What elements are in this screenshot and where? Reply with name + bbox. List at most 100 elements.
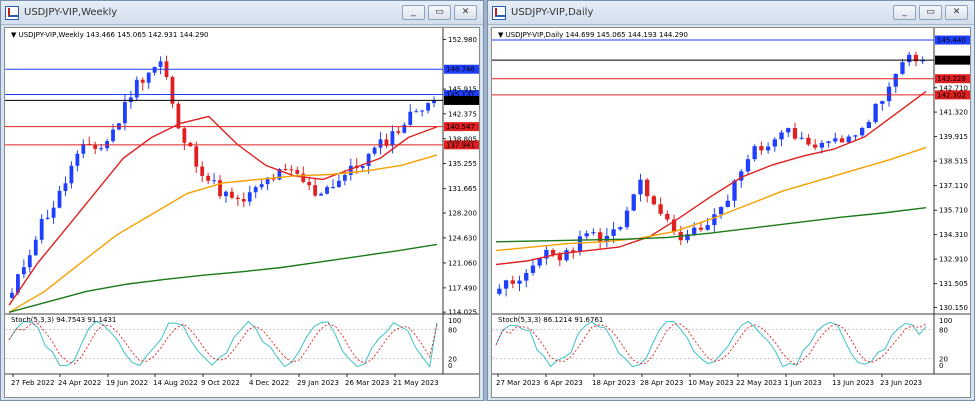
candle-body xyxy=(10,292,14,299)
candle-body xyxy=(372,147,377,154)
candle-body xyxy=(705,225,710,230)
candle-body xyxy=(544,250,549,259)
candle-body xyxy=(241,199,246,202)
restore-button[interactable]: ▭ xyxy=(428,5,451,20)
date-tick-label: 9 Oct 2022 xyxy=(201,379,240,387)
candle-body xyxy=(920,60,925,62)
stoch-label: Stoch(5,3,3) 86.1214 91.6761 xyxy=(498,316,603,324)
candle-body xyxy=(307,181,312,186)
candle-body xyxy=(360,165,365,168)
date-tick-label: 4 Dec 2022 xyxy=(249,379,289,387)
candle-body xyxy=(247,192,252,202)
candle-body xyxy=(158,61,163,67)
candle-body xyxy=(564,250,569,261)
price-tick-label: 135.255 xyxy=(448,160,477,168)
date-tick-label: 13 Jun 2023 xyxy=(832,379,874,387)
candle-body xyxy=(712,214,717,226)
date-tick-label: 10 May 2023 xyxy=(688,379,734,387)
candle-body xyxy=(913,54,919,62)
daily-titlebar[interactable]: USDJPY-VIP,Daily _ ▭ ✕ xyxy=(488,1,974,25)
candle-body xyxy=(277,169,282,180)
candle-body xyxy=(63,183,68,191)
candle-body xyxy=(27,255,32,268)
price-tick-label: 131.665 xyxy=(448,185,477,193)
candle-body xyxy=(530,265,536,273)
stoch-tick-label: 20 xyxy=(448,355,457,363)
price-tag-box xyxy=(444,95,479,105)
candle-body xyxy=(503,280,509,289)
daily-chart-area[interactable]: 145.440 144.290 143.228 142.302 142.710 141.3… xyxy=(491,27,971,398)
price-tag-box xyxy=(444,64,479,74)
date-tick-label: 28 Apr 2023 xyxy=(640,379,683,387)
candle-body xyxy=(645,179,650,197)
candle-body xyxy=(591,232,596,234)
stoch-signal-line xyxy=(8,323,438,365)
stoch-main-line xyxy=(8,320,438,368)
price-tick-label: 138.805 xyxy=(448,135,477,143)
price-tick-label: 134.310 xyxy=(939,231,968,239)
candle-body xyxy=(182,128,187,143)
candle-body xyxy=(408,111,413,125)
price-tick-label: 131.505 xyxy=(939,280,968,288)
candle-body xyxy=(651,196,657,205)
candle-body xyxy=(524,272,529,281)
price-tag-label: 142.302 xyxy=(937,91,966,99)
price-tick-label: 141.320 xyxy=(939,109,968,117)
stoch-tick-label: 0 xyxy=(448,362,452,370)
candle-body xyxy=(880,101,885,104)
date-tick-label: 18 Apr 2023 xyxy=(592,379,635,387)
candle-body xyxy=(550,250,556,255)
candle-body xyxy=(21,267,26,275)
candle-body xyxy=(638,179,643,195)
candle-body xyxy=(396,131,401,133)
candle-body xyxy=(725,200,730,208)
candle-body xyxy=(718,207,724,215)
date-tick-label: 19 Jun 2022 xyxy=(106,379,148,387)
candle-body xyxy=(799,137,804,139)
candle-body xyxy=(860,127,865,136)
weekly-chart-area[interactable]: 148.748 145.131 144.290 140.547 137.941 152.9… xyxy=(4,27,480,398)
minimize-button[interactable]: _ xyxy=(893,5,916,20)
minimize-button[interactable]: _ xyxy=(402,5,425,20)
weekly-window-title: USDJPY-VIP,Weekly xyxy=(24,7,118,18)
stoch-tick-label: 20 xyxy=(939,355,948,363)
close-button[interactable]: ✕ xyxy=(454,5,477,20)
stoch-signal-line xyxy=(495,323,927,366)
price-tag-box xyxy=(444,122,479,132)
price-tick-label: 142.375 xyxy=(448,110,477,118)
price-tick-label: 121.060 xyxy=(448,259,477,267)
weekly-chart-window[interactable]: USDJPY-VIP,Weekly _ ▭ ✕ 148.748 145.131 14… xyxy=(0,0,484,401)
price-tag-box xyxy=(935,90,970,100)
candle-body xyxy=(378,139,383,148)
chart-header-ohlc: ▼ USDJPY-VIP,Daily 144.699 145.065 144.1… xyxy=(498,31,688,39)
price-tick-label: 139.915 xyxy=(939,133,968,141)
price-tag-box xyxy=(935,35,970,45)
close-button[interactable]: ✕ xyxy=(945,5,968,20)
price-pane xyxy=(492,28,934,314)
ma-slow-line xyxy=(495,207,927,243)
price-tick-label: 145.915 xyxy=(448,86,477,94)
stoch-tick-label: 100 xyxy=(939,317,952,325)
date-tick-label: 27 Feb 2022 xyxy=(11,379,55,387)
candle-body xyxy=(819,142,825,148)
candle-body xyxy=(414,111,419,113)
candle-body xyxy=(402,124,407,133)
daily-chart-window[interactable]: USDJPY-VIP,Daily _ ▭ ✕ 145.440 144.290 143… xyxy=(487,0,975,401)
date-tick-label: 26 Mar 2023 xyxy=(345,379,389,387)
candle-body xyxy=(611,229,616,236)
date-tick-label: 27 Mar 2023 xyxy=(496,379,540,387)
restore-button[interactable]: ▭ xyxy=(919,5,942,20)
candle-body xyxy=(886,86,892,102)
date-tick-label: 21 May 2023 xyxy=(393,379,439,387)
candle-body xyxy=(146,72,151,83)
weekly-titlebar[interactable]: USDJPY-VIP,Weekly _ ▭ ✕ xyxy=(1,1,483,25)
date-tick-label: 29 Jan 2023 xyxy=(297,379,339,387)
candle-body xyxy=(618,227,623,230)
daily-window-title: USDJPY-VIP,Daily xyxy=(511,7,594,18)
price-tick-label: 114.025 xyxy=(448,309,477,317)
candle-body xyxy=(235,197,240,200)
candle-body xyxy=(517,280,522,284)
date-tick-label: 6 Apr 2023 xyxy=(544,379,583,387)
